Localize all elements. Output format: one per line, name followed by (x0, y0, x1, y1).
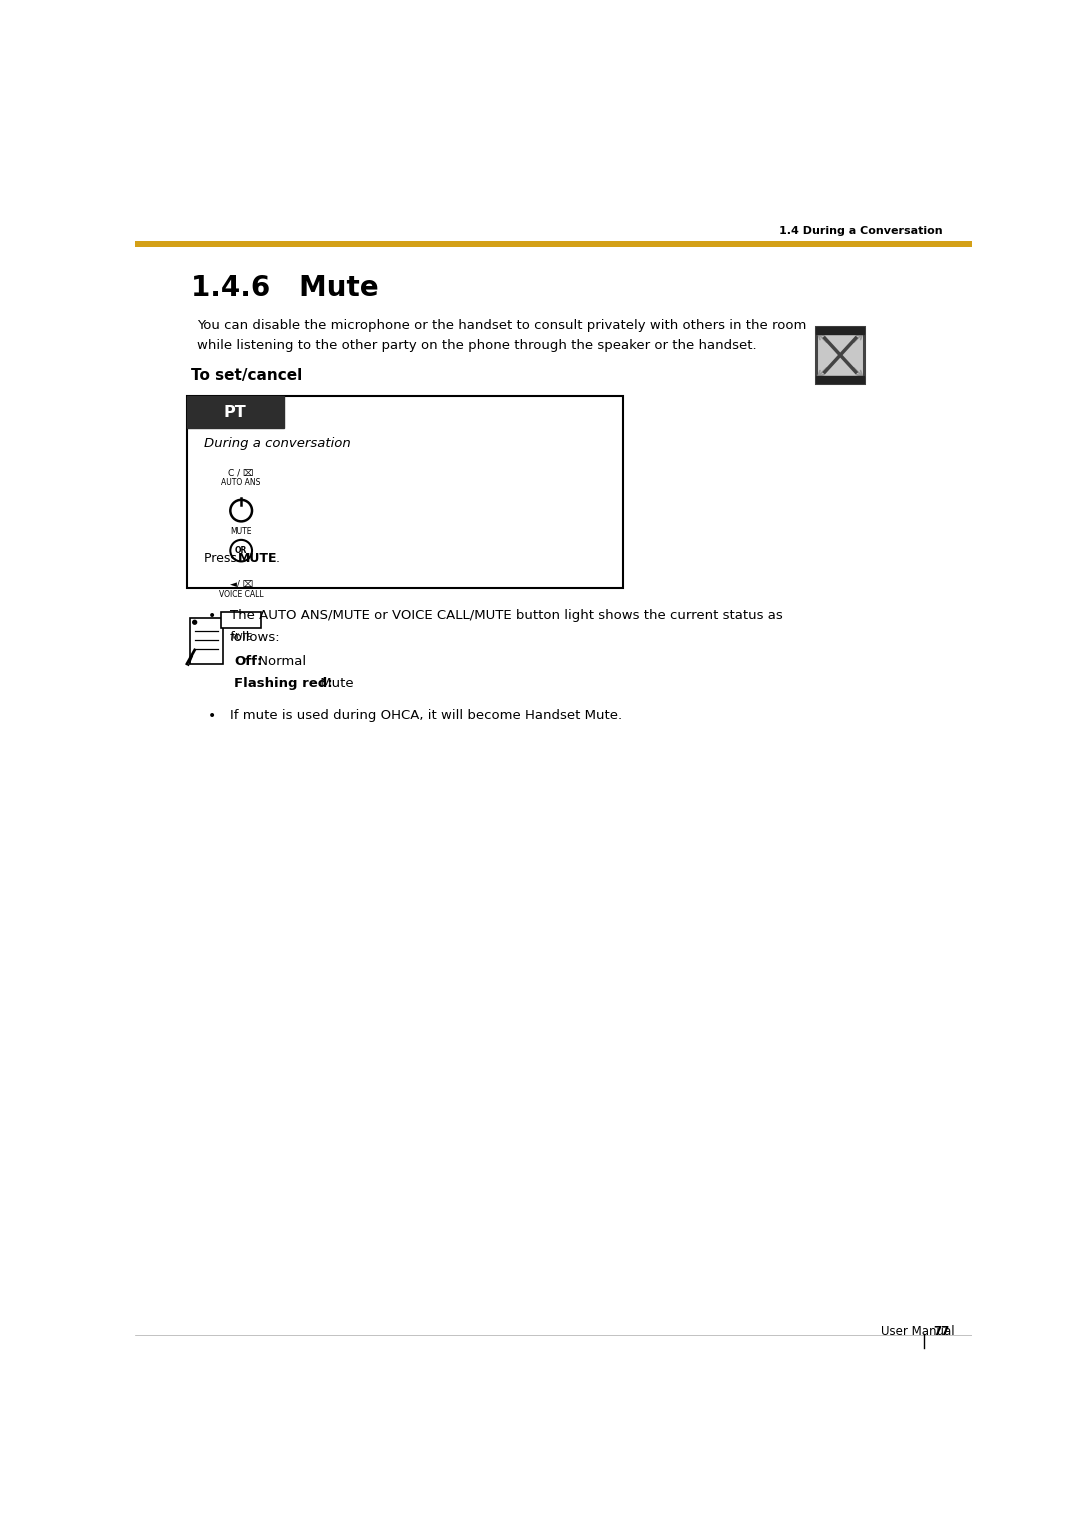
Text: AUTO ANS: AUTO ANS (221, 478, 261, 487)
Text: ◄/ ⌧: ◄/ ⌧ (230, 581, 253, 588)
Bar (187, 396, 284, 428)
Text: C / ⌧: C / ⌧ (229, 468, 254, 477)
Text: Normal: Normal (255, 656, 307, 668)
Text: Mute: Mute (316, 677, 354, 691)
Text: MUTE: MUTE (238, 552, 278, 565)
Text: During a conversation: During a conversation (204, 437, 351, 451)
Text: VOICE CALL: VOICE CALL (219, 590, 264, 599)
Text: while listening to the other party on the phone through the speaker or the hands: while listening to the other party on th… (197, 339, 757, 351)
Text: MUTE: MUTE (230, 527, 252, 536)
Bar (135, 241, 972, 248)
Text: Flashing red:: Flashing red: (234, 677, 333, 691)
Text: Press: Press (204, 552, 241, 565)
Text: 1.4.6   Mute: 1.4.6 Mute (191, 274, 378, 303)
Text: You can disable the microphone or the handset to consult privately with others i: You can disable the microphone or the ha… (197, 319, 807, 332)
Text: 1.4 During a Conversation: 1.4 During a Conversation (779, 226, 943, 235)
Text: 77: 77 (933, 1325, 949, 1339)
Text: If mute is used during OHCA, it will become Handset Mute.: If mute is used during OHCA, it will bec… (230, 709, 622, 723)
Bar (221, 613, 261, 628)
Bar (190, 617, 222, 663)
Text: •: • (208, 610, 217, 623)
Text: follows:: follows: (230, 631, 280, 643)
Bar (816, 376, 864, 384)
Text: PT: PT (224, 405, 246, 420)
FancyBboxPatch shape (816, 327, 864, 384)
Text: OR: OR (235, 545, 247, 555)
Text: .: . (275, 552, 280, 565)
Text: MUTE: MUTE (230, 633, 252, 642)
Text: To set/cancel: To set/cancel (191, 368, 302, 384)
Text: The AUTO ANS/MUTE or VOICE CALL/MUTE button light shows the current status as: The AUTO ANS/MUTE or VOICE CALL/MUTE but… (230, 610, 782, 622)
Text: •: • (208, 709, 217, 723)
Text: User Manual: User Manual (880, 1325, 954, 1339)
Bar (187, 396, 623, 588)
Circle shape (192, 620, 197, 623)
Bar (816, 327, 864, 335)
Text: Off:: Off: (234, 656, 262, 668)
